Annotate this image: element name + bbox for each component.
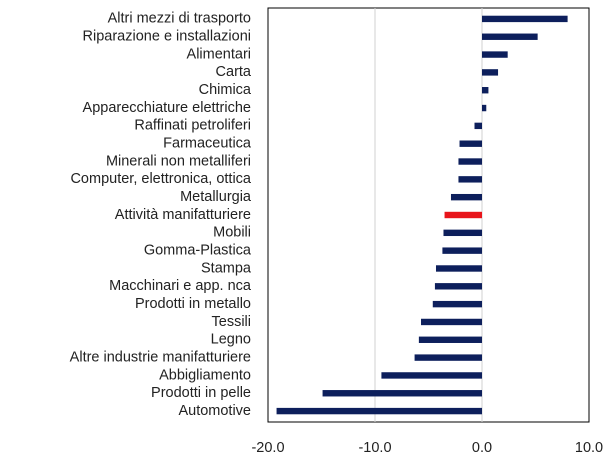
bar xyxy=(482,87,489,94)
bar xyxy=(458,158,482,165)
bar xyxy=(482,15,568,23)
y-tick-label: Alimentari xyxy=(187,46,251,62)
bar xyxy=(444,211,482,219)
y-tick-label: Carta xyxy=(216,64,252,80)
bar xyxy=(482,104,487,112)
y-tick-label: Legno xyxy=(211,332,251,348)
y-tick-label: Gomma-Plastica xyxy=(144,242,252,258)
y-tick-label: Raffinati petroliferi xyxy=(134,118,251,134)
bar xyxy=(442,247,482,254)
y-tick-label: Computer, elettronica, ottica xyxy=(70,171,251,187)
bar xyxy=(482,33,538,40)
y-tick-label: Minerali non metalliferi xyxy=(106,153,251,169)
y-tick-label: Chimica xyxy=(199,82,252,98)
y-tick-label: Farmaceutica xyxy=(163,136,252,152)
bar xyxy=(482,51,508,58)
y-tick-label: Attività manifatturiere xyxy=(115,207,251,223)
x-tick-label: 0.0 xyxy=(472,440,492,456)
bar xyxy=(435,265,482,272)
y-tick-label: Riparazione e installazioni xyxy=(83,29,251,45)
bar xyxy=(450,193,482,201)
y-tick-label: Mobili xyxy=(213,225,251,241)
bar xyxy=(474,122,482,130)
y-tick-label: Automotive xyxy=(178,403,251,419)
plot-frame xyxy=(267,7,590,423)
x-tick-label: -10.0 xyxy=(358,440,391,456)
bar xyxy=(414,354,482,361)
y-tick-label: Prodotti in metallo xyxy=(135,296,251,312)
bar xyxy=(432,300,482,308)
y-tick-label: Abbigliamento xyxy=(159,367,251,383)
bar xyxy=(434,283,482,290)
y-tick-label: Tessili xyxy=(212,314,251,330)
y-tick-label: Altri mezzi di trasporto xyxy=(108,11,251,27)
bar xyxy=(276,407,482,415)
bar xyxy=(459,140,482,147)
bar xyxy=(443,229,482,237)
y-tick-label: Macchinari e app. nca xyxy=(109,278,252,294)
bar xyxy=(418,336,482,343)
y-tick-label: Metallurgia xyxy=(180,189,252,205)
bar xyxy=(421,318,482,326)
bar xyxy=(482,69,499,76)
bar xyxy=(322,390,482,397)
y-tick-label: Prodotti in pelle xyxy=(151,385,251,401)
y-tick-label: Stampa xyxy=(201,260,252,276)
y-tick-label: Altre industrie manifatturiere xyxy=(70,349,251,365)
x-tick-label: -20.0 xyxy=(251,440,284,456)
bar xyxy=(458,176,482,183)
bar xyxy=(381,372,482,379)
x-tick-label: 10.0 xyxy=(575,440,603,456)
y-tick-label: Apparecchiature elettriche xyxy=(83,100,251,116)
